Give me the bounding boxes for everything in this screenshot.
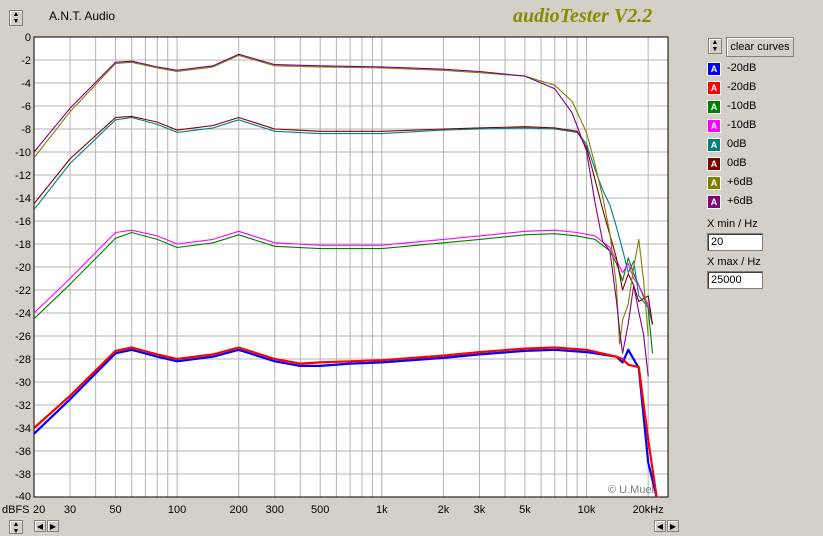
y-tick-label: -34 [15,423,31,435]
legend-item[interactable]: A -20dB [707,61,777,78]
series-line [34,54,649,345]
y-tick-label: -8 [21,124,31,136]
y-tick-label: -6 [21,101,31,113]
y-tick-label: -40 [15,491,31,503]
right-scroll-right-icon[interactable]: ▶ [667,520,679,532]
legend-color-swatch[interactable]: A [707,81,721,95]
legend-label: +6dB [727,176,753,188]
legend-label: -10dB [727,119,757,131]
y-tick-label: -24 [15,308,31,320]
legend-label: -20dB [727,62,757,74]
y-tick-label: -30 [15,377,31,389]
legend-label: 0dB [727,157,747,169]
x-tick-label: 20kHz [633,504,664,516]
x-tick-label: 300 [266,504,284,516]
legend-color-swatch[interactable]: A [707,119,721,133]
xmax-input[interactable]: 25000 [707,271,763,289]
x-tick-label: 1k [376,504,388,516]
legend-item[interactable]: A -10dB [707,118,777,135]
legend-color-swatch[interactable]: A [707,176,721,190]
series-line [34,231,654,354]
y-tick-label: -2 [21,55,31,67]
legend-color-swatch[interactable]: A [707,100,721,114]
series-group [34,53,658,498]
xmin-input[interactable]: 20 [707,233,763,251]
legend-item[interactable]: A +6dB [707,175,777,192]
y-tick-label: -4 [21,78,31,90]
y-tick-label: -14 [15,193,31,205]
legend-color-swatch[interactable]: A [707,62,721,76]
x-tick-label: 30 [64,504,76,516]
y-tick-label: -18 [15,239,31,251]
legend-item[interactable]: A +6dB [707,194,777,211]
watermark: © U.Muel [608,484,654,496]
legend-color-swatch[interactable]: A [707,195,721,209]
series-line [34,229,654,325]
y-tick-label: -38 [15,469,31,481]
legend-label: -10dB [727,100,757,112]
y-tick-label: -36 [15,446,31,458]
xmin-label: X min / Hz [707,218,758,230]
legend-item[interactable]: A 0dB [707,137,777,154]
series-line [34,346,658,498]
x-tick-label: 100 [168,504,186,516]
app-name: A.N.T. Audio [49,9,116,23]
legend-label: -20dB [727,81,757,93]
legend-color-swatch[interactable]: A [707,138,721,152]
x-tick-label: 10k [578,504,596,516]
series-line [34,116,654,325]
y-tick-label: -10 [15,147,31,159]
clear-curves-button[interactable]: clear curves [726,37,794,57]
series-line [34,115,654,325]
xmax-label: X max / Hz [707,256,761,268]
legend-item[interactable]: A 0dB [707,156,777,173]
series-line [34,53,649,377]
y-tick-label: -16 [15,216,31,228]
y-axis-label: dBFS [2,504,30,516]
y-tick-label: -20 [15,262,31,274]
x-tick-label: 3k [474,504,486,516]
legend-label: +6dB [727,195,753,207]
x-tick-label: 20 [33,504,45,516]
x-tick-label: 2k [438,504,450,516]
legend-color-swatch[interactable]: A [707,157,721,171]
left-scroll-right-icon[interactable]: ▶ [47,520,59,532]
bottom-spin-button[interactable]: ▲ ▼ [9,520,23,535]
y-tick-label: 0 [25,32,31,44]
legend-item[interactable]: A -10dB [707,99,777,116]
x-tick-label: 200 [230,504,248,516]
x-tick-label: 5k [519,504,531,516]
legend-item[interactable]: A -20dB [707,80,777,97]
right-scroll-left-icon[interactable]: ◀ [654,520,666,532]
brand-title: audioTester V2.2 [513,5,653,27]
y-tick-label: -32 [15,400,31,412]
left-scroll-left-icon[interactable]: ◀ [34,520,46,532]
y-tick-label: -26 [15,331,31,343]
x-tick-label: 50 [109,504,121,516]
top-spin-button[interactable]: ▲ ▼ [9,10,23,26]
y-tick-label: -12 [15,170,31,182]
x-tick-label: 500 [311,504,329,516]
y-tick-label: -28 [15,354,31,366]
legend-label: 0dB [727,138,747,150]
clear-spin-button[interactable]: ▲ ▼ [708,38,722,54]
plot-frame [33,36,669,498]
y-tick-label: -22 [15,285,31,297]
